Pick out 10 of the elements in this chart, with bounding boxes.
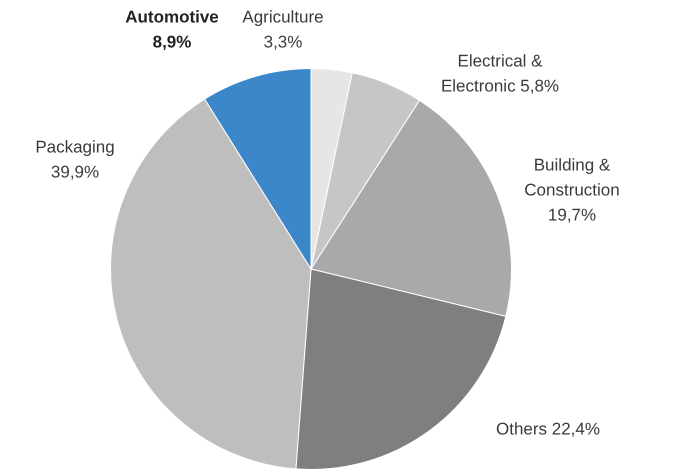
data-label: 3,3% [264,32,302,52]
data-label: 8,9% [152,32,192,52]
data-label: 39,9% [50,162,100,182]
slice-label: Automotive [125,8,219,27]
data-label: 19,7% [548,206,596,225]
slice-label: Packaging [35,138,115,157]
slice-label: Electrical & Electronic 5,8% [440,52,560,96]
slice-label: Building & Construction [524,156,620,200]
slice-label: Agriculture [242,8,324,27]
slice-label: Others 22,4% [496,420,600,439]
